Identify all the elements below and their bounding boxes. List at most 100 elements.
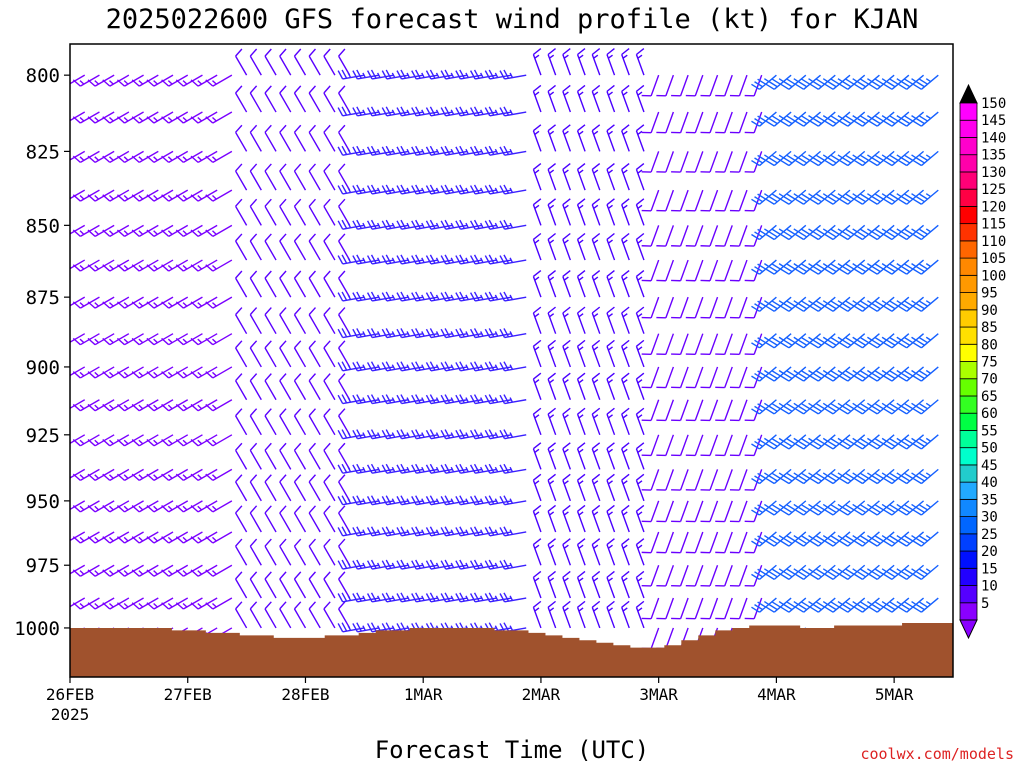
wind-barb	[249, 442, 262, 470]
wind-barb	[234, 198, 248, 226]
wind-barb	[912, 296, 939, 312]
wind-barb	[883, 189, 910, 205]
wind-barb	[249, 270, 262, 298]
wind-barb	[338, 408, 351, 436]
wind-barb	[641, 111, 660, 134]
wind-barb	[839, 296, 866, 312]
wind-barb	[532, 84, 542, 113]
wind-barb	[621, 407, 630, 436]
wind-barb	[635, 407, 645, 436]
wind-barb	[700, 366, 719, 389]
wind-barb	[576, 473, 586, 502]
x-tick-label: 5MAR	[875, 685, 914, 704]
wind-barb	[562, 600, 572, 629]
wind-barb	[562, 504, 572, 533]
wind-barb	[338, 233, 351, 261]
wind-barb	[562, 372, 572, 400]
wind-barb	[532, 407, 542, 436]
colorbar-swatch	[959, 395, 978, 414]
wind-barb	[715, 531, 733, 554]
wind-barb	[635, 84, 645, 113]
wind-barb	[547, 270, 557, 298]
wind-barb	[308, 233, 321, 261]
colorbar-swatch	[959, 274, 978, 293]
wind-barb	[641, 399, 660, 422]
wind-barb	[671, 434, 689, 457]
wind-barb	[809, 111, 836, 127]
wind-barb	[824, 150, 851, 167]
surface-terrain	[70, 622, 953, 677]
colorbar-swatch	[959, 223, 978, 242]
wind-barb	[809, 74, 836, 90]
wind-barb	[898, 531, 925, 547]
wind-barb	[912, 259, 939, 275]
wind-barb	[795, 597, 821, 613]
wind-barb	[308, 373, 321, 401]
wind-barb	[532, 372, 542, 400]
wind-barb	[264, 571, 277, 599]
wind-barb	[809, 531, 836, 547]
wind-barb	[635, 124, 645, 152]
wind-barb	[249, 408, 262, 436]
wind-barb	[809, 434, 836, 450]
wind-barb	[898, 74, 925, 90]
colorbar-label: 125	[981, 182, 1006, 198]
wind-barb	[323, 538, 336, 566]
wind-barb	[912, 74, 939, 90]
wind-barb	[765, 399, 792, 415]
wind-barb	[729, 151, 748, 173]
wind-barb	[912, 399, 939, 415]
wind-barb	[606, 232, 616, 261]
wind-barb	[883, 531, 910, 547]
wind-barb	[308, 571, 321, 599]
wind-barb	[854, 366, 880, 382]
wind-barb	[532, 538, 542, 566]
wind-barb	[641, 597, 660, 620]
wind-barb	[685, 74, 704, 97]
wind-barb	[854, 111, 880, 127]
plot-area	[69, 43, 954, 678]
wind-barb	[576, 163, 586, 191]
wind-barb	[308, 198, 321, 226]
colorbar-swatch	[959, 516, 978, 535]
wind-barb	[883, 150, 910, 167]
wind-barb	[484, 463, 512, 474]
wind-barb	[898, 111, 925, 127]
wind-barb	[744, 597, 763, 620]
wind-barb	[671, 469, 689, 491]
wind-barb	[264, 270, 277, 298]
wind-barb	[715, 151, 733, 173]
wind-barb	[338, 307, 351, 335]
colorbar-label: 30	[981, 510, 998, 526]
colorbar-label: 10	[981, 579, 998, 595]
wind-barb	[700, 151, 719, 173]
wind-barb	[751, 434, 777, 450]
wind-barb	[898, 434, 925, 450]
x-tick-label: 3MAR	[639, 685, 678, 704]
wind-barb	[685, 531, 704, 554]
colorbar-label: 140	[981, 130, 1006, 146]
wind-barb	[656, 469, 675, 491]
wind-barb	[729, 597, 748, 620]
chart-title: 2025022600 GFS forecast wind profile (kt…	[106, 4, 919, 35]
wind-barb	[685, 111, 704, 134]
wind-barb	[839, 74, 866, 90]
wind-barb	[839, 333, 866, 349]
colorbar-label: 40	[981, 475, 998, 491]
wind-barb	[635, 538, 645, 566]
wind-barb	[532, 504, 542, 533]
wind-barb	[641, 469, 660, 491]
wind-barb	[323, 163, 336, 191]
wind-barb	[700, 469, 719, 491]
wind-barb	[532, 198, 542, 226]
wind-barb	[293, 340, 307, 368]
wind-barb	[839, 150, 866, 167]
wind-barb	[656, 399, 675, 422]
wind-barb	[293, 307, 307, 335]
wind-barb	[576, 84, 586, 113]
wind-barb	[839, 500, 866, 516]
wind-barb	[809, 259, 836, 275]
wind-barb	[898, 259, 925, 275]
wind-barb	[715, 366, 733, 389]
